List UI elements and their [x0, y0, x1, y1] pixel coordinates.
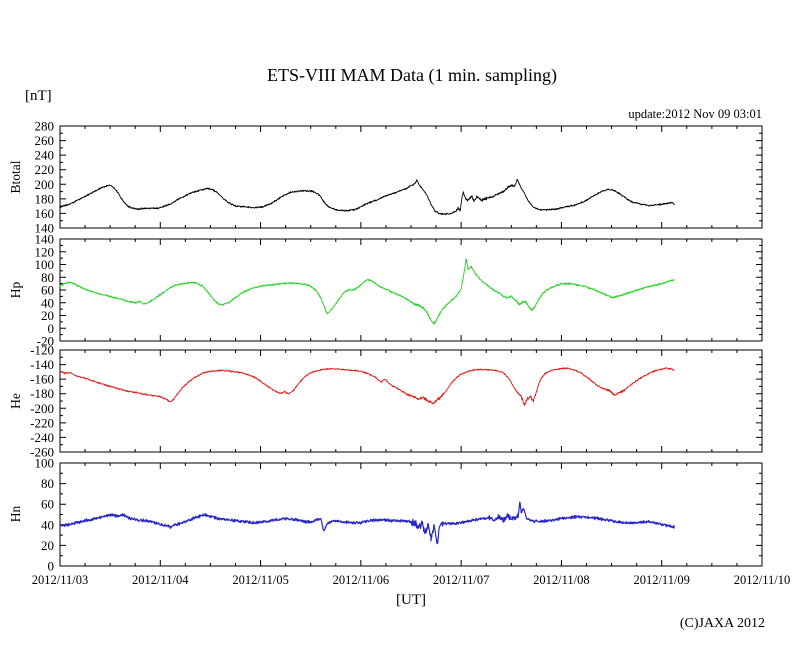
copyright-label: (C)JAXA 2012: [679, 616, 765, 631]
y-axis-label-hn: Hn: [8, 505, 23, 523]
series-hp-line: [59, 258, 675, 325]
y-tick-label: -220: [30, 415, 54, 430]
y-tick-label: 100: [35, 257, 55, 272]
y-tick-label: 140: [35, 221, 55, 236]
x-tick-label: 2012/11/04: [132, 573, 189, 587]
y-tick-label: 260: [35, 133, 55, 148]
panel-frame-he: [59, 349, 763, 453]
unit-label: [nT]: [25, 88, 52, 104]
x-tick-label: 2012/11/07: [433, 573, 489, 587]
y-tick-label: 160: [35, 206, 55, 221]
y-tick-label: -240: [30, 430, 54, 445]
y-tick-label: 0: [48, 321, 55, 336]
x-tick-label: 2012/11/09: [633, 573, 689, 587]
y-tick-label: 40: [41, 295, 54, 310]
y-tick-label: 180: [35, 191, 55, 206]
chart-title: ETS-VIII MAM Data (1 min. sampling): [267, 65, 557, 85]
y-tick-label: 240: [35, 148, 55, 163]
y-tick-label: -160: [30, 372, 54, 387]
y-tick-label: -260: [30, 445, 54, 460]
y-tick-label: 80: [41, 270, 54, 285]
series-btotal-line: [59, 178, 675, 216]
panel-ticks: [59, 462, 763, 567]
y-tick-label: -20: [37, 334, 54, 349]
y-tick-label: 200: [35, 177, 55, 192]
y-tick-label: -120: [30, 343, 54, 358]
y-axis-label-hp: Hp: [8, 281, 23, 299]
x-tick-label: 2012/11/06: [333, 573, 389, 587]
panel-frame-hp: [59, 238, 763, 342]
panel-frame-hn: [59, 462, 763, 567]
y-tick-label: 100: [35, 456, 55, 471]
y-tick-label: 80: [41, 476, 54, 491]
x-tick-label: 2012/11/05: [232, 573, 288, 587]
y-tick-label: 60: [41, 497, 54, 512]
y-tick-label: 40: [41, 517, 54, 532]
y-tick-label: -200: [30, 401, 54, 416]
y-tick-label: 0: [48, 559, 55, 574]
y-tick-label: 280: [35, 119, 55, 134]
y-tick-label: 20: [41, 308, 54, 323]
y-tick-label: -180: [30, 386, 54, 401]
y-tick-label: 20: [41, 538, 54, 553]
update-timestamp: update:2012 Nov 09 03:01: [628, 107, 762, 121]
y-tick-label: 220: [35, 162, 55, 177]
x-tick-label: 2012/11/10: [734, 573, 790, 587]
series-he-line: [59, 367, 675, 407]
x-tick-label: 2012/11/08: [533, 573, 589, 587]
x-tick-label: 2012/11/03: [32, 573, 88, 587]
y-tick-label: 60: [41, 283, 54, 298]
y-axis-label-he: He: [8, 393, 23, 409]
panel-frame-btotal: [59, 125, 763, 229]
panel-ticks: [59, 238, 763, 342]
y-tick-label: -140: [30, 357, 54, 372]
panel-ticks: [59, 349, 763, 453]
y-tick-label: 140: [35, 232, 55, 247]
panel-ticks: [59, 125, 763, 229]
x-axis-label: [UT]: [396, 592, 426, 608]
series-hn-line: [59, 501, 675, 545]
y-axis-label-btotal: Btotal: [8, 160, 23, 194]
y-tick-label: 120: [35, 244, 55, 259]
